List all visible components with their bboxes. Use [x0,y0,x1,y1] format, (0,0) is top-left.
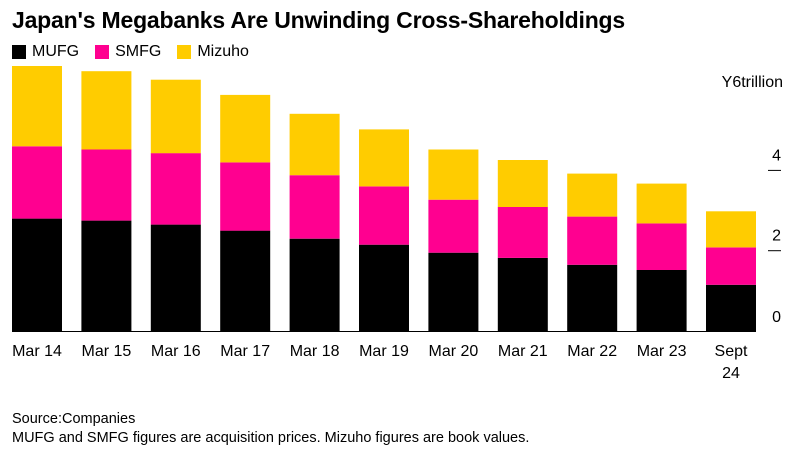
y-axis-group: 0 2 4 Y6trillion [722,74,783,326]
x-tick-label-7: Mar 21 [498,343,548,360]
legend-item-mizuho: Mizuho [177,43,249,61]
x-tick-label-4: Mar 18 [290,343,340,360]
x-tick-label-9: Mar 23 [637,343,687,360]
legend-swatch-mizuho [177,45,192,59]
x-tick-label-0: Mar 14 [12,343,62,360]
x-tick-label-5: Mar 19 [359,343,409,360]
bar-mizuho-0 [12,66,62,147]
bar-smfg-7 [497,206,548,258]
x-tick-label-6: Mar 20 [429,343,479,360]
legend-label-smfg: SMFG [115,43,162,60]
legend-item-mufg: MUFG [12,43,79,61]
bar-mizuho-9 [636,183,687,224]
bar-mufg-7 [497,257,548,331]
source-note: Source:Companies [12,411,136,427]
bar-mufg-9 [636,270,687,331]
legend-swatch-smfg [95,45,110,59]
bar-smfg-4 [289,175,340,239]
chart-title: Japan's Megabanks Are Unwinding Cross-Sh… [12,7,625,33]
x-tick-label-10: Sept 24 [715,343,748,382]
bars-group [12,66,756,332]
bar-smfg-9 [636,223,687,270]
bar-smfg-3 [220,162,271,231]
bar-mufg-1 [81,220,132,331]
bar-mufg-10 [706,284,756,331]
bar-mizuho-1 [81,71,132,150]
bar-mufg-3 [220,230,271,331]
legend-item-smfg: SMFG [95,43,161,61]
y-axis-unit-label: Y6trillion [722,74,783,91]
legend-swatch-mufg [12,45,26,59]
footer: Source:Companies MUFG and SMFG figures a… [12,410,529,448]
bar-smfg-10 [706,247,756,285]
bar-smfg-8 [567,216,618,265]
bar-smfg-6 [428,199,479,253]
x-tick-label-2: Mar 16 [151,343,201,360]
legend: MUFG SMFG Mizuho [12,43,265,61]
x-tick-label-1: Mar 15 [82,343,132,360]
bar-mufg-0 [12,218,62,331]
bar-mizuho-2 [150,79,201,154]
bar-mizuho-7 [497,160,548,207]
bar-smfg-5 [359,186,409,245]
bar-mizuho-10 [706,211,756,248]
methodology-note: MUFG and SMFG figures are acquisition pr… [12,430,530,446]
y-tick-label-2: 2 [772,228,781,245]
legend-label-mufg: MUFG [32,43,80,60]
x-tick-label-3: Mar 17 [220,343,270,360]
bar-mufg-8 [567,264,618,332]
x-axis-labels-group: Mar 14 Mar 15 Mar 16 Mar 17 Mar 18 Mar 19 Mar … [12,343,748,382]
bar-smfg-2 [150,153,201,225]
bar-mizuho-4 [289,113,340,176]
bar-mizuho-3 [220,94,271,163]
bar-mizuho-5 [359,129,409,187]
legend-label-mizuho: Mizuho [197,43,249,60]
bar-smfg-1 [81,149,132,221]
bar-mufg-5 [359,244,409,331]
bar-mufg-6 [428,252,479,331]
bar-mizuho-6 [428,149,479,200]
bar-mufg-2 [150,224,201,331]
bar-mufg-4 [289,238,340,331]
bar-smfg-0 [12,146,62,219]
bar-mizuho-8 [567,173,618,217]
y-tick-label-4: 4 [772,147,781,164]
y-tick-label-0: 0 [772,309,781,326]
x-tick-label-8: Mar 22 [567,343,617,360]
